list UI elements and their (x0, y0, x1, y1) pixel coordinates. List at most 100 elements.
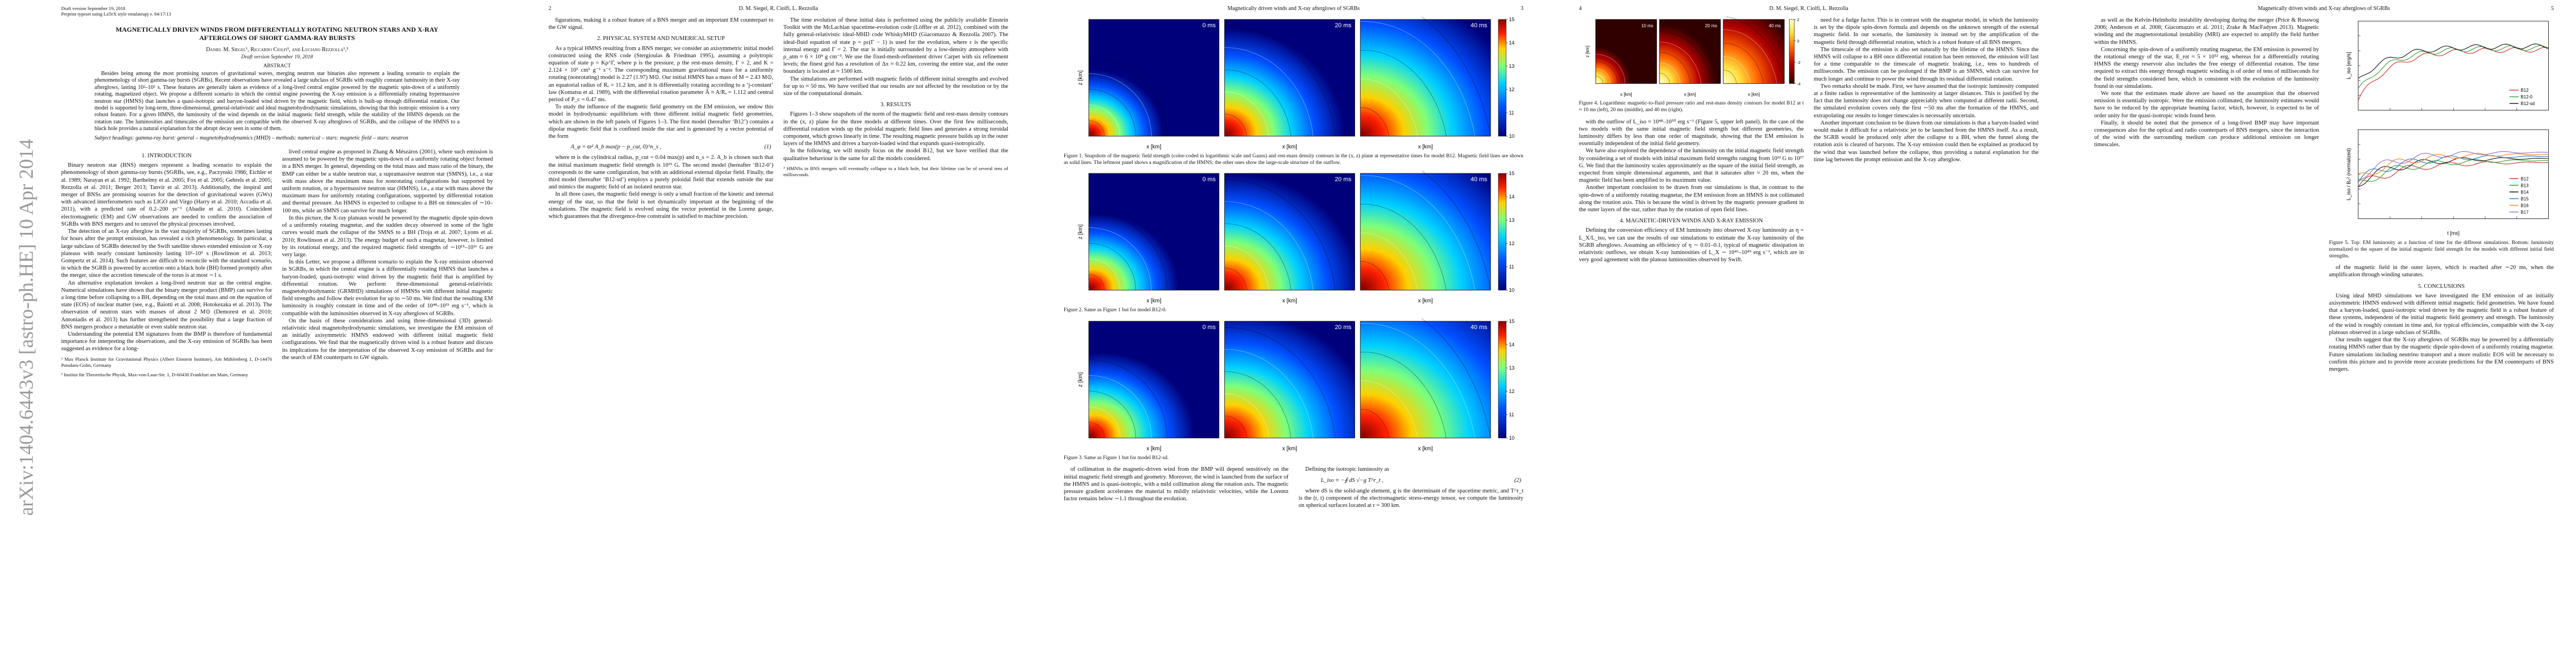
colorbar-tick-label: 10 (1509, 133, 1514, 139)
front-matter: MAGNETICALLY DRIVEN WINDS FROM DIFFERENT… (72, 26, 482, 142)
colorbar (1789, 19, 1795, 84)
page: 0 ms x [km] 20 ms x [km] 40 ms x [km] z [km] 10… (1030, 0, 1546, 667)
paragraph: of collimation in the magnetic-driven wi… (1064, 466, 1289, 502)
figure-graphic: 0 ms x [km] 20 ms x [km] 40 ms x [km] z [km] 10… (1078, 171, 1514, 304)
paragraph: Concerning the spin-down of a uniformly … (2094, 46, 2319, 89)
field-line (1088, 89, 1136, 137)
legend-label: B14 (2520, 190, 2529, 195)
colorbar-tick-label: 13 (1509, 63, 1514, 69)
section-heading: 2. PHYSICAL SYSTEM AND NUMERICAL SETUP (597, 36, 725, 42)
legend-label: B12 (2520, 88, 2529, 93)
legend-label: B16 (2520, 203, 2529, 208)
running-head: Magnetically driven winds and X-ray afte… (2258, 6, 2390, 12)
page-number: 2 (549, 6, 551, 12)
preprint-line: Preprint typeset using LaTeX style emula… (61, 11, 171, 17)
paragraph: In the following, we will mostly focus o… (783, 148, 1009, 162)
footnote: ³ HMNSs in BNS mergers will eventually c… (783, 165, 1009, 177)
equation-number: (1) (764, 144, 771, 151)
colorbar-tick-label: -4 (1797, 82, 1800, 86)
page-number: 4 (1579, 6, 1582, 12)
text-column: B12 B12-0 B12-sd L_iso [erg/s] B12 B13 B14 B15 B… (2329, 17, 2554, 373)
field-line (1360, 409, 1389, 438)
paragraph: To study the influence of the magnetic f… (549, 104, 774, 140)
colorbar-tick-label: 14 (1509, 342, 1514, 347)
colorbar-tick-label: 12 (1509, 241, 1514, 246)
field-line (1596, 54, 1626, 84)
colorbar-tick-label: 11 (1509, 412, 1514, 417)
legend-label: B17 (2520, 210, 2529, 215)
paragraph: We have also explored the dependence of … (1579, 148, 1804, 184)
map-panel (1224, 321, 1356, 439)
figure: 0 ms x [km] 20 ms x [km] 40 ms x [km] z [km] 10… (1064, 17, 1523, 166)
columns: figurations, making it a robust feature … (549, 17, 1008, 220)
paragraph: In this picture, the X-ray plateaus woul… (282, 215, 494, 258)
paragraph: We note that the estimates made above ar… (2094, 91, 2319, 119)
columns: as well as the Kelvin-Helmholtz instabil… (2094, 17, 2554, 373)
plot-frame (2358, 129, 2549, 219)
colorbar-tick-label: 15 (1509, 318, 1514, 324)
running-head: D. M. Siegel, R. Ciolfi, L. Rezzolla (739, 6, 818, 12)
footnote: ² Institut für Theoretische Physik, Max-… (61, 371, 248, 377)
panel-label: 40 ms (1471, 324, 1487, 331)
arxiv-stamp: arXiv:1404.6443v3 [astro-ph.HE] 10 Apr 2… (15, 139, 37, 516)
field-line (1360, 107, 1389, 137)
paragraph: Using ideal MHD simulations we have inve… (2329, 292, 2554, 336)
legend-label: B12-0 (2520, 94, 2533, 99)
colorbar-tick-label: 11 (1509, 264, 1514, 270)
figure: 10 ms x [km] 20 ms x [km] 40 ms x [km] z [km] -… (1579, 17, 1804, 114)
columns: 10 ms x [km] 20 ms x [km] 40 ms x [km] z [km] -… (1579, 17, 2039, 263)
colorbar-tick-label: 14 (1509, 40, 1514, 46)
field-line (1224, 91, 1269, 137)
field-line (1088, 104, 1120, 137)
field-line (1360, 78, 1418, 137)
curve (2358, 151, 2548, 180)
field-line (1723, 43, 1764, 84)
section-heading: 5. CONCLUSIONS (2418, 283, 2465, 290)
map-panel (1088, 173, 1219, 291)
field-line (1088, 391, 1136, 438)
field-line (1360, 232, 1418, 291)
equation-body: A_φ = ϖ² A_b max(p − p_cut, 0)^n_s , (571, 144, 661, 151)
field-line (1723, 29, 1777, 84)
field-line (1224, 371, 1292, 438)
panel-label: 0 ms (1202, 176, 1215, 183)
field-line (1224, 349, 1314, 438)
x-axis-label: x [km] (1282, 446, 1297, 452)
y-axis-label: z [km] (1585, 46, 1590, 57)
paragraph: As a typical HMNS resulting from a BNS m… (549, 45, 774, 103)
page-body: 0 ms x [km] 20 ms x [km] 40 ms x [km] z [km] 10… (1064, 17, 1523, 664)
x-axis-label: x [km] (1147, 446, 1162, 452)
field-line (1596, 47, 1633, 84)
columns: 1. INTRODUCTION Binary neutron star (BNS)… (61, 148, 493, 377)
paragraph: need for a fudge factor. This is in cont… (1813, 17, 2039, 46)
figure-graphic: 10 ms x [km] 20 ms x [km] 40 ms x [km] z [km] -… (1585, 17, 1801, 97)
field-line (1360, 351, 1447, 438)
equation-number: (2) (1514, 477, 1521, 484)
date: Draft version September 19, 2018 (241, 54, 313, 60)
x-axis-label: x [km] (1418, 298, 1433, 304)
paragraph: Figures 1–3 show snapshots of the norm o… (783, 111, 1009, 147)
figure-caption: Figure 5. Top: EM luminosity as a functi… (2329, 240, 2554, 259)
figure-caption: Figure 2. Same as Figure 1 but for model… (1064, 307, 1167, 313)
colorbar-tick-label: 14 (1509, 194, 1514, 200)
y-axis-label: L_iso [erg/s] (2346, 52, 2351, 79)
field-line (1659, 42, 1701, 84)
field-line (1360, 323, 1476, 438)
map-panel (1723, 19, 1785, 84)
figure-graphic: 0 ms x [km] 20 ms x [km] 40 ms x [km] z [km] 10… (1078, 17, 1514, 150)
map-panel (1224, 173, 1356, 291)
field-line (1596, 68, 1611, 84)
field-line (1659, 52, 1691, 84)
map-panel (1088, 19, 1219, 137)
field-line (1360, 21, 1476, 137)
colorbar-tick-label: 15 (1509, 17, 1514, 22)
field-line (1088, 227, 1152, 291)
abstract: Besides being among the most promising s… (94, 71, 460, 132)
field-line (1224, 69, 1292, 137)
field-line (1224, 113, 1247, 137)
map-panel (1360, 321, 1491, 439)
field-line (1723, 17, 1785, 84)
field-line (1360, 380, 1418, 438)
colorbar-tick-label: 10 (1509, 287, 1514, 293)
section-heading: 1. INTRODUCTION (141, 153, 192, 160)
